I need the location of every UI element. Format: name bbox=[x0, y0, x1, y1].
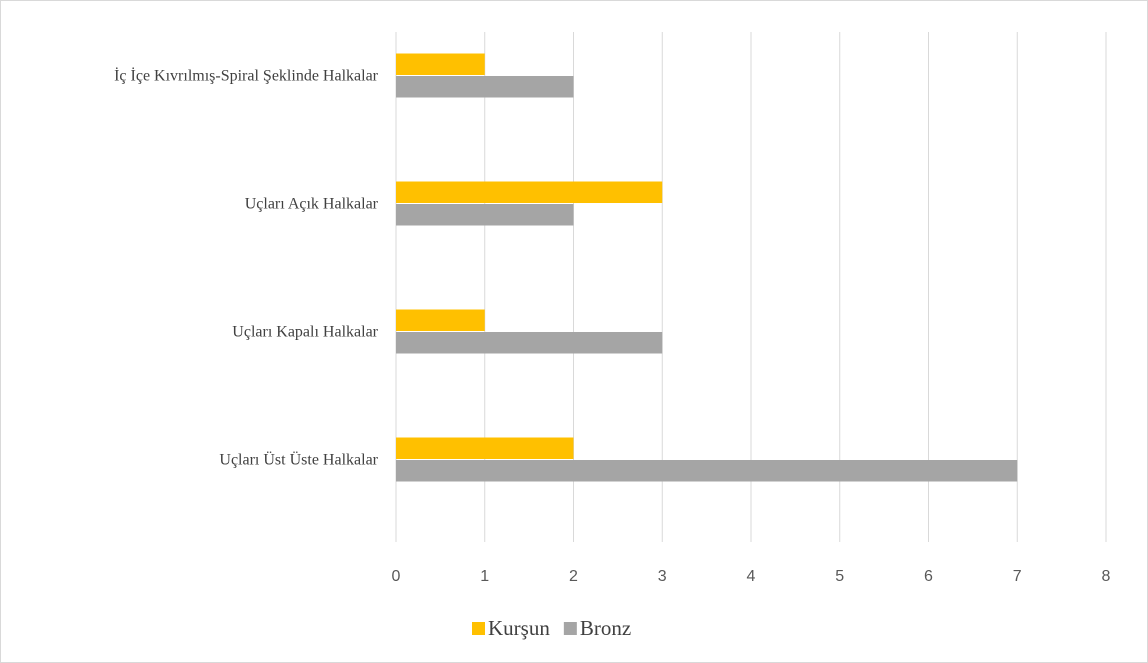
x-tick-label: 2 bbox=[569, 568, 578, 585]
y-tick-label: İç İçe Kıvrılmış-Spiral Şeklinde Halkala… bbox=[114, 67, 379, 85]
legend-swatch bbox=[563, 622, 577, 635]
bar bbox=[396, 437, 574, 459]
bar bbox=[396, 53, 485, 75]
legend-label: Bronz bbox=[580, 616, 631, 640]
bar bbox=[396, 76, 574, 98]
x-tick-label: 1 bbox=[480, 568, 489, 585]
bar bbox=[396, 332, 663, 354]
bar bbox=[396, 181, 663, 203]
bar bbox=[396, 460, 1018, 482]
y-tick-label: Uçları Açık Halkalar bbox=[245, 196, 379, 213]
x-tick-label: 4 bbox=[747, 568, 756, 585]
x-tick-label: 5 bbox=[835, 568, 844, 585]
x-tick-label: 7 bbox=[1013, 568, 1022, 585]
legend-swatch bbox=[472, 622, 485, 635]
bar bbox=[396, 309, 485, 331]
legend-label: Kurşun bbox=[488, 616, 550, 640]
x-tick-label: 3 bbox=[658, 568, 667, 585]
x-tick-label: 8 bbox=[1102, 568, 1111, 585]
x-tick-label: 0 bbox=[392, 568, 401, 585]
y-tick-label: Uçları Kapalı Halkalar bbox=[232, 324, 378, 341]
x-tick-label: 6 bbox=[924, 568, 933, 585]
bar bbox=[396, 204, 574, 226]
y-tick-label: Uçları Üst Üste Halkalar bbox=[219, 451, 378, 469]
